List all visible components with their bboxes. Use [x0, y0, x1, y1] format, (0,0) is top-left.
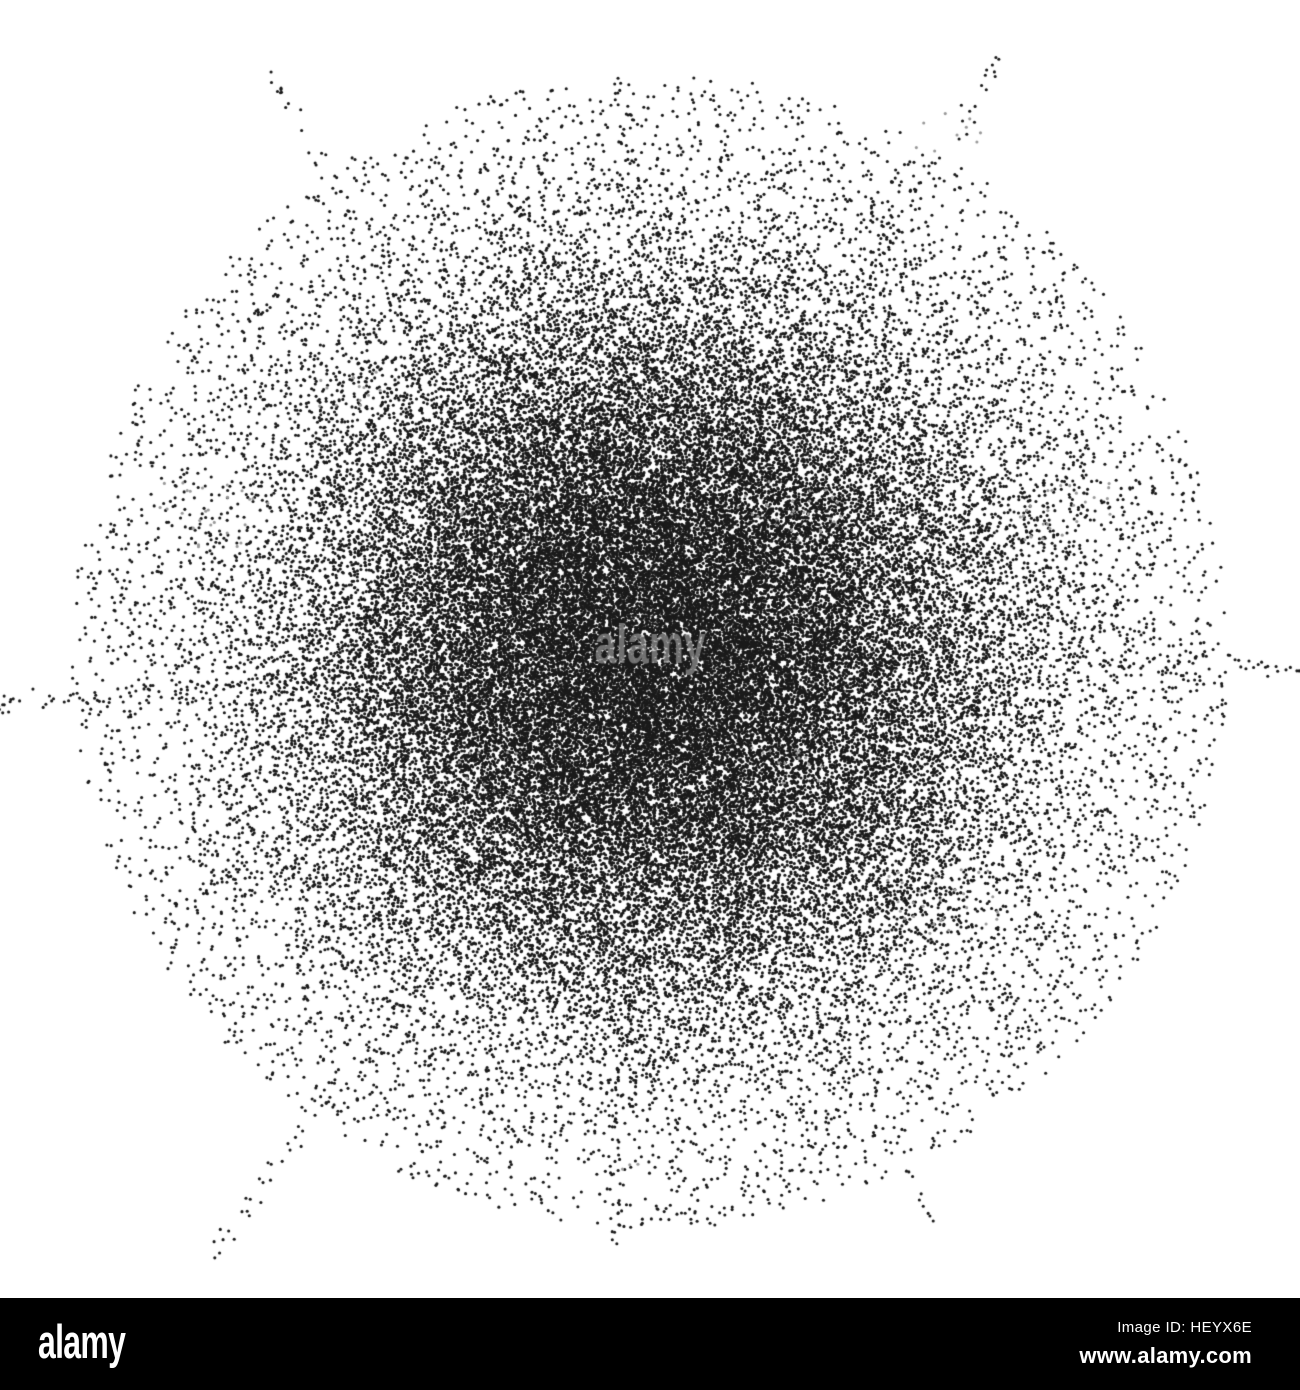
stipple-artwork-canvas [0, 0, 1300, 1298]
website-text: www.alamy.com [1079, 1343, 1252, 1368]
image-id-text: Image ID: HEYX6E [1117, 1319, 1252, 1336]
watermark-bar: alamy Image ID: HEYX6E www.alamy.com [0, 1298, 1300, 1390]
image-meta: Image ID: HEYX6E www.alamy.com [1079, 1319, 1252, 1369]
alamy-logo: alamy [38, 1314, 126, 1368]
artwork-area [0, 0, 1300, 1298]
